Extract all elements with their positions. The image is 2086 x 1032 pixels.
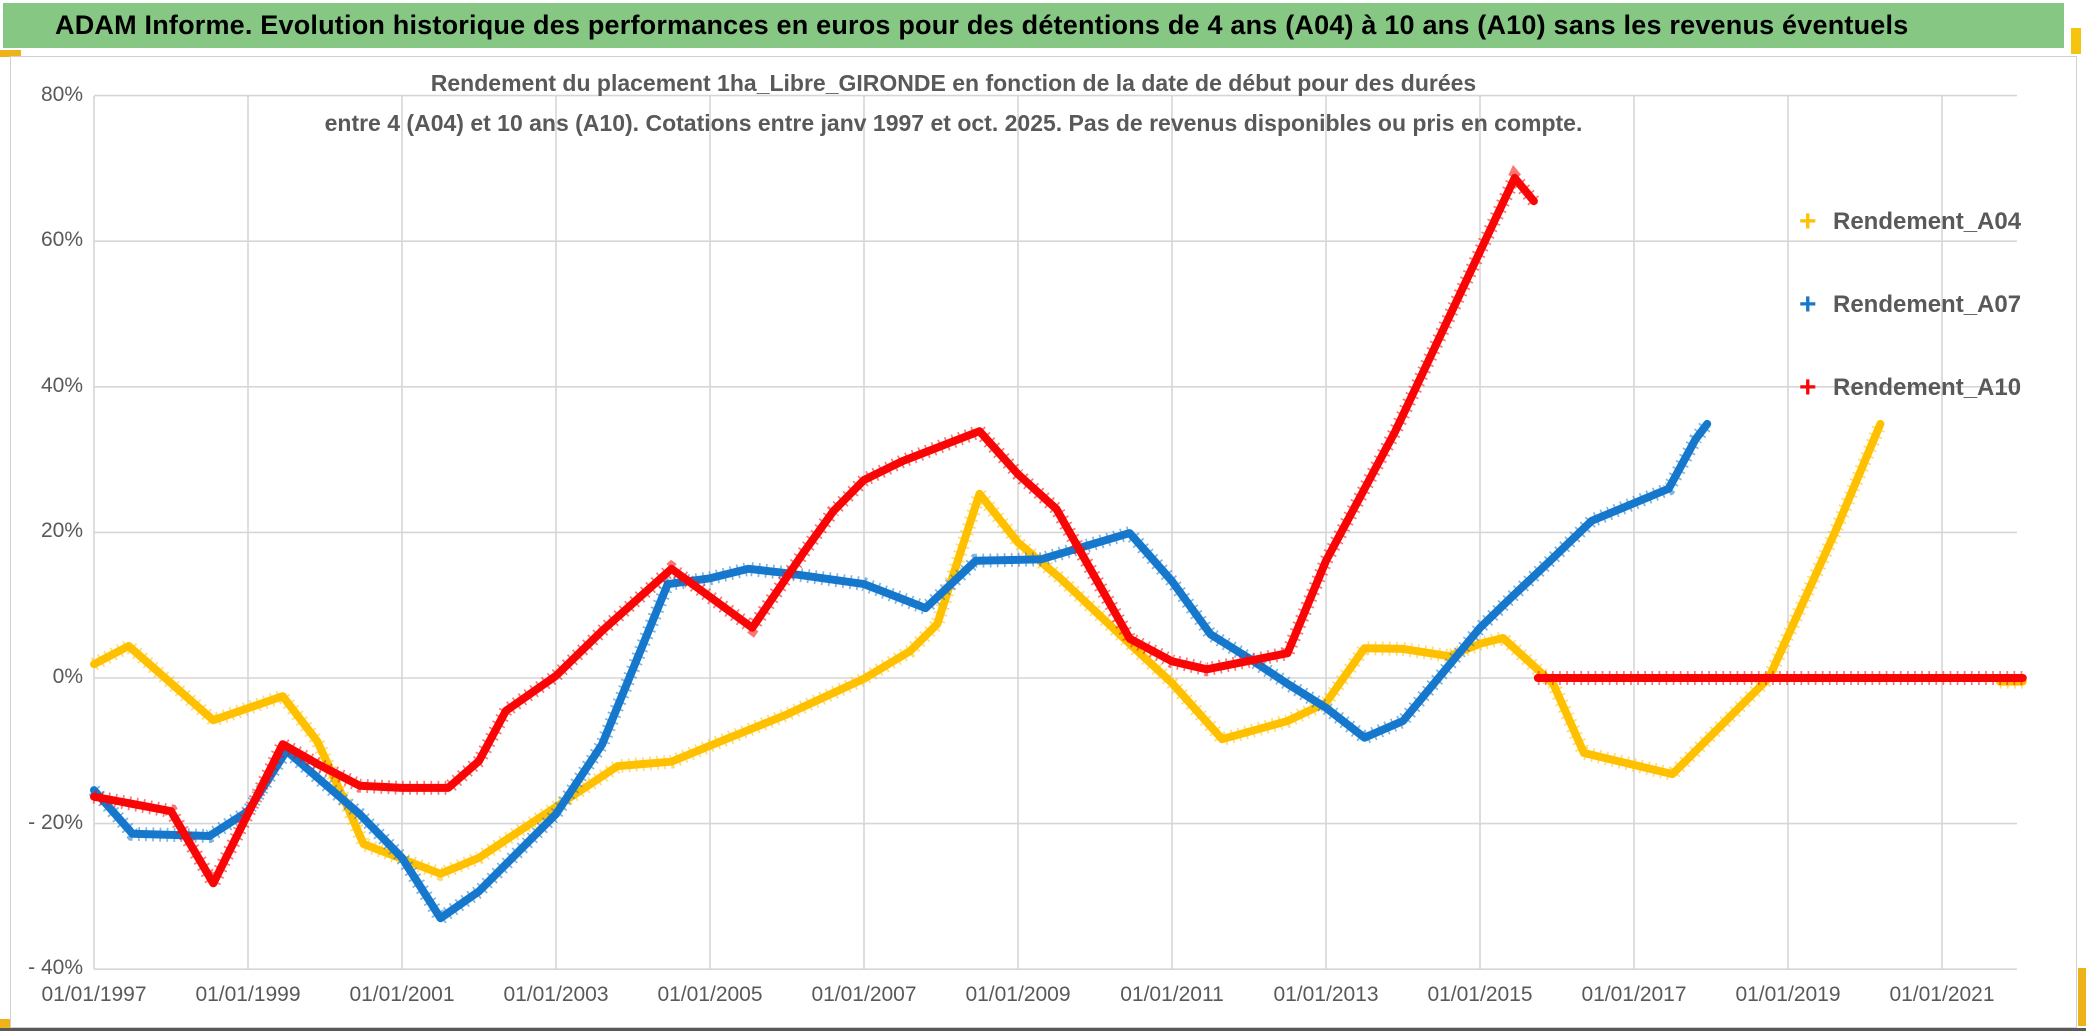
x-tick-label: 01/01/2011 bbox=[1120, 983, 1224, 1006]
legend-label: Rendement_A04 bbox=[1833, 208, 2022, 235]
plot-canvas bbox=[88, 94, 2027, 971]
yellow-accent-top-left bbox=[0, 50, 21, 57]
x-tick-label: 01/01/2007 bbox=[811, 983, 917, 1006]
x-tick-label: 01/01/2005 bbox=[657, 983, 763, 1006]
chart-legend: + Rendement_A04 + Rendement_A07 + Rendement_A… bbox=[1799, 205, 2021, 454]
legend-plus-marker-icon: + bbox=[1799, 371, 1817, 404]
chart-subtitle-line1: Rendement du placement 1ha_Libre_GIRONDE… bbox=[430, 70, 1477, 96]
legend-item-Rendement_A07: + Rendement_A07 bbox=[1799, 288, 2021, 322]
y-tick-label: - 40% bbox=[28, 956, 83, 980]
x-tick-label: 01/01/2019 bbox=[1735, 983, 1841, 1006]
x-tick-label: 01/01/2013 bbox=[1273, 983, 1379, 1006]
yellow-accent-top-right bbox=[2071, 28, 2081, 54]
series-marker-texture-Rendement_A07 bbox=[88, 419, 1713, 929]
x-tick-label: 01/01/2015 bbox=[1427, 983, 1533, 1006]
title-banner: ADAM Informe. Evolution historique des p… bbox=[3, 3, 2064, 48]
legend-plus-marker-icon: + bbox=[1799, 205, 1817, 238]
x-tick-label: 01/01/2009 bbox=[965, 983, 1071, 1006]
y-tick-label: 20% bbox=[40, 519, 83, 543]
y-tick-label: 40% bbox=[40, 373, 83, 397]
legend-plus-marker-icon: + bbox=[1799, 288, 1817, 321]
x-tick-label: 01/01/2001 bbox=[349, 983, 455, 1006]
series-marker-texture-Rendement_A04 bbox=[90, 421, 1887, 882]
chart-subtitle: Rendement du placement 1ha_Libre_GIRONDE… bbox=[11, 63, 1826, 143]
legend-label: Rendement_A07 bbox=[1833, 291, 2022, 318]
x-tick-label: 01/01/1997 bbox=[41, 983, 147, 1006]
y-tick-label: - 20% bbox=[28, 810, 83, 834]
bottom-border-bar bbox=[0, 1028, 2086, 1031]
series-line-Rendement_A10 bbox=[90, 173, 1538, 888]
chart-area: Rendement du placement 1ha_Libre_GIRONDE… bbox=[10, 56, 2077, 1028]
x-tick-label: 01/01/2021 bbox=[1889, 983, 1995, 1006]
series-line-Rendement_A07 bbox=[90, 419, 1712, 923]
x-tick-label: 01/01/2017 bbox=[1581, 983, 1687, 1006]
y-tick-label: 0% bbox=[52, 665, 83, 688]
chart-subtitle-line2: entre 4 (A04) et 10 ans (A10). Cotations… bbox=[324, 110, 1583, 136]
y-tick-label: 80% bbox=[40, 82, 83, 106]
legend-item-Rendement_A04: + Rendement_A04 bbox=[1799, 205, 2021, 239]
yellow-accent-bottom-right bbox=[2078, 968, 2086, 1026]
y-tick-label: 60% bbox=[40, 228, 83, 252]
x-tick-label: 01/01/2003 bbox=[503, 983, 609, 1006]
legend-item-Rendement_A10: + Rendement_A10 bbox=[1799, 371, 2021, 405]
series-marker-texture-Rendement_A10 bbox=[92, 164, 1540, 898]
series-line-Rendement_A04 bbox=[90, 419, 1885, 878]
legend-label: Rendement_A10 bbox=[1833, 374, 2022, 401]
x-tick-label: 01/01/1999 bbox=[195, 983, 301, 1006]
page-title: ADAM Informe. Evolution historique des p… bbox=[55, 10, 1909, 40]
